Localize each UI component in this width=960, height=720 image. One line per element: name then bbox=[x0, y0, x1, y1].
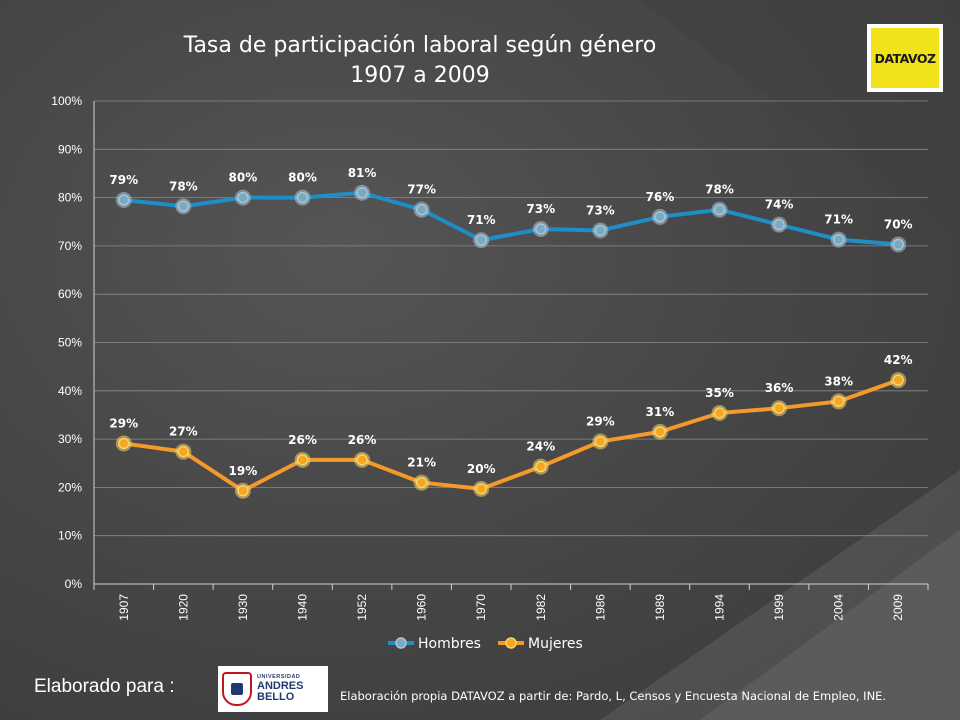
data-point bbox=[177, 445, 190, 458]
y-tick-label: 10% bbox=[58, 529, 82, 543]
data-point bbox=[237, 485, 249, 497]
data-label: 26% bbox=[288, 433, 317, 447]
data-label: 80% bbox=[229, 171, 258, 185]
series-line-mujeres bbox=[121, 378, 901, 493]
unab-logo: UNIVERSIDAD ANDRES BELLO bbox=[218, 666, 328, 712]
datavoz-logo: DATAVOZ bbox=[867, 24, 943, 92]
data-label: 31% bbox=[646, 405, 675, 419]
x-tick-label: 1952 bbox=[355, 594, 369, 621]
x-tick-label: 1930 bbox=[236, 594, 250, 621]
data-point bbox=[713, 203, 726, 216]
data-label: 36% bbox=[765, 381, 794, 395]
x-tick-label: 1970 bbox=[474, 594, 488, 621]
data-point bbox=[832, 395, 845, 408]
data-label: 81% bbox=[348, 166, 377, 180]
y-tick-label: 100% bbox=[51, 94, 82, 108]
data-label: 21% bbox=[407, 456, 436, 470]
y-tick-label: 90% bbox=[58, 142, 82, 156]
data-label: 73% bbox=[526, 202, 555, 216]
data-point bbox=[892, 238, 904, 251]
data-label: 38% bbox=[824, 374, 853, 388]
y-tick-label: 40% bbox=[58, 384, 82, 398]
data-point bbox=[356, 187, 368, 199]
data-label: 19% bbox=[229, 464, 258, 478]
data-label: 78% bbox=[169, 179, 198, 193]
x-tick-label: 1940 bbox=[296, 594, 310, 621]
y-tick-label: 30% bbox=[58, 432, 82, 446]
data-point bbox=[475, 483, 487, 495]
y-tick-label: 0% bbox=[65, 577, 83, 591]
data-point bbox=[832, 233, 845, 246]
data-point bbox=[535, 223, 547, 235]
data-point bbox=[773, 218, 785, 231]
x-tick-label: 1986 bbox=[593, 594, 607, 621]
data-label: 76% bbox=[646, 190, 675, 204]
x-tick-label: 2004 bbox=[832, 594, 846, 621]
data-point bbox=[713, 407, 726, 419]
x-tick-label: 1999 bbox=[772, 594, 786, 621]
data-label: 42% bbox=[884, 353, 913, 367]
data-point bbox=[654, 426, 666, 438]
x-tick-label: 1907 bbox=[117, 594, 131, 621]
legend-marker bbox=[505, 637, 517, 649]
data-label: 35% bbox=[705, 386, 734, 400]
data-point bbox=[296, 454, 309, 466]
data-point bbox=[356, 454, 368, 466]
data-point bbox=[415, 203, 428, 216]
data-point bbox=[892, 374, 904, 386]
data-label: 79% bbox=[109, 173, 138, 187]
data-label: 77% bbox=[407, 183, 436, 197]
data-point bbox=[773, 402, 785, 414]
x-tick-label: 1982 bbox=[534, 594, 548, 621]
data-label: 26% bbox=[348, 433, 377, 447]
series-line-hombres bbox=[121, 190, 901, 247]
data-point bbox=[118, 194, 130, 206]
data-label: 24% bbox=[526, 440, 555, 454]
unab-logo-line2: ANDRES BELLO bbox=[257, 679, 304, 703]
y-tick-label: 60% bbox=[58, 287, 82, 301]
data-label: 27% bbox=[169, 425, 198, 439]
data-point bbox=[535, 460, 547, 473]
data-point bbox=[118, 437, 130, 450]
x-tick-label: 1960 bbox=[415, 594, 429, 621]
data-label: 78% bbox=[705, 183, 734, 197]
y-tick-label: 20% bbox=[58, 480, 82, 494]
prepared-for-label: Elaborado para : bbox=[34, 676, 175, 697]
data-point bbox=[594, 224, 607, 237]
data-point bbox=[654, 211, 666, 223]
data-point bbox=[415, 476, 428, 489]
data-label: 29% bbox=[109, 416, 138, 430]
data-label: 29% bbox=[586, 415, 615, 429]
chart-title: Tasa de participación laboral según géne… bbox=[183, 33, 657, 58]
data-point bbox=[296, 191, 309, 204]
data-label: 70% bbox=[884, 217, 913, 231]
y-tick-label: 50% bbox=[58, 336, 82, 350]
data-point bbox=[237, 191, 249, 204]
legend-label: Mujeres bbox=[528, 636, 583, 652]
data-label: 20% bbox=[467, 462, 496, 476]
data-label: 73% bbox=[586, 203, 615, 217]
data-point bbox=[475, 234, 487, 246]
data-label: 71% bbox=[824, 213, 853, 227]
data-point bbox=[177, 200, 190, 213]
x-tick-label: 2009 bbox=[891, 594, 905, 621]
legend-marker bbox=[395, 637, 407, 649]
source-note: Elaboración propia DATAVOZ a partir de: … bbox=[340, 689, 887, 703]
chart-subtitle: 1907 a 2009 bbox=[350, 63, 490, 88]
legend-label: Hombres bbox=[418, 636, 481, 652]
y-tick-label: 80% bbox=[58, 191, 82, 205]
unab-logo-line1: UNIVERSIDAD bbox=[257, 674, 301, 681]
x-tick-label: 1989 bbox=[653, 594, 667, 621]
data-label: 74% bbox=[765, 198, 794, 212]
datavoz-logo-text: DATAVOZ bbox=[871, 28, 939, 88]
y-tick-label: 70% bbox=[58, 239, 82, 253]
x-tick-label: 1994 bbox=[713, 594, 727, 621]
data-label: 80% bbox=[288, 171, 317, 185]
data-label: 71% bbox=[467, 213, 496, 227]
data-point bbox=[594, 435, 607, 448]
x-tick-label: 1920 bbox=[176, 594, 190, 621]
unab-seal-icon bbox=[222, 672, 252, 706]
